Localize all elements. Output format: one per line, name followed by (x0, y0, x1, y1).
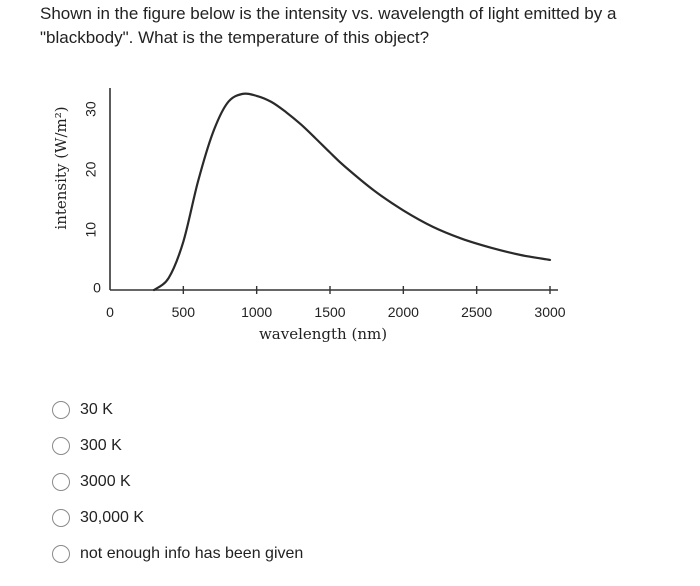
option-label: 30 K (80, 401, 113, 418)
y-tick-labels: 0 10 20 30 (83, 101, 101, 296)
x-tick-label: 2500 (461, 304, 492, 320)
option-label: 300 K (80, 437, 122, 454)
option-label: 3000 K (80, 473, 131, 490)
plot-area (152, 92, 552, 292)
option-label: not enough info has been given (80, 545, 304, 562)
blackbody-chart: 0 500 1000 1500 2000 2500 3000 0 10 20 30 wavelen… (52, 88, 566, 343)
series-line-0 (152, 92, 552, 292)
y-tick-label: 20 (83, 161, 99, 177)
radio-button[interactable] (52, 473, 70, 491)
radio-button[interactable] (52, 437, 70, 455)
chart-axes (109, 88, 558, 291)
x-tick-label: 3000 (534, 304, 565, 320)
x-tick-label: 2000 (388, 304, 419, 320)
x-tick-label: 500 (172, 304, 196, 320)
radio-button[interactable] (52, 545, 70, 563)
option-30k[interactable]: 30 K (52, 392, 303, 428)
option-label: 30,000 K (80, 509, 145, 526)
question-text: Shown in the figure below is the intensi… (40, 4, 617, 47)
option-3000k[interactable]: 3000 K (52, 464, 303, 500)
option-not-enough-info[interactable]: not enough info has been given (52, 536, 303, 572)
x-tick-label: 1000 (241, 304, 272, 320)
radio-button[interactable] (52, 401, 70, 419)
y-axis-label: intensity (W/m²) (52, 106, 70, 229)
x-tick-label: 1500 (314, 304, 345, 320)
radio-button[interactable] (52, 509, 70, 527)
option-300k[interactable]: 300 K (52, 428, 303, 464)
y-tick-label: 0 (93, 280, 101, 296)
y-tick-label: 10 (83, 222, 99, 238)
x-axis-label: wavelength (nm) (259, 325, 387, 343)
x-tick-labels: 0 500 1000 1500 2000 2500 3000 (106, 286, 566, 320)
answer-options: 30 K 300 K 3000 K 30,000 K not enough in… (52, 392, 303, 572)
option-30000k[interactable]: 30,000 K (52, 500, 303, 536)
x-tick-label: 0 (106, 304, 114, 320)
y-tick-label: 30 (83, 101, 99, 117)
